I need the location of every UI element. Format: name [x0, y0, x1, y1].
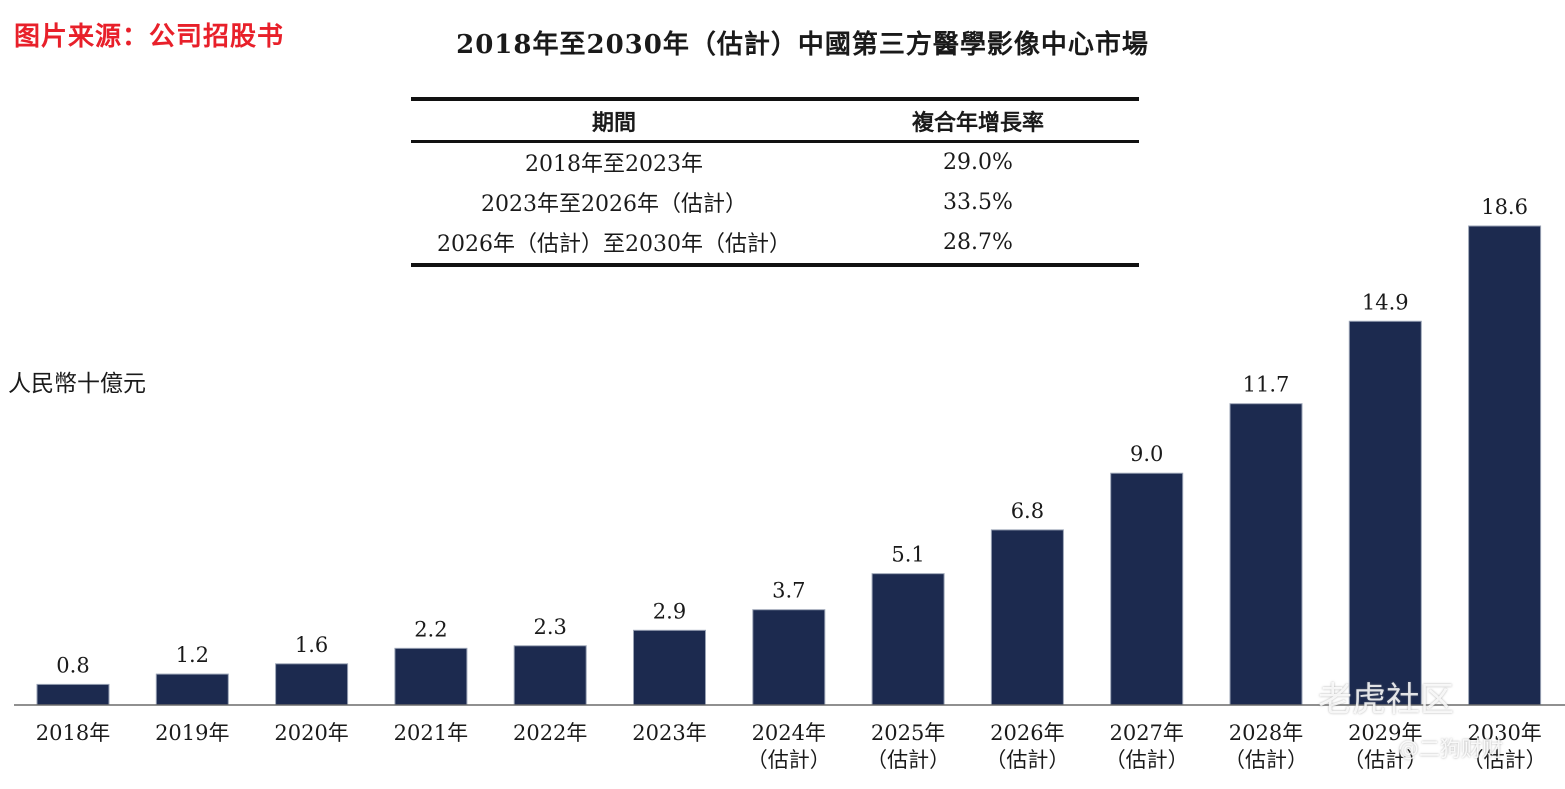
- bar: [275, 663, 349, 706]
- cagr-period: 2026年（估計）至2030年（估計）: [411, 223, 817, 267]
- x-tick-label: 2023年: [632, 721, 706, 745]
- x-tick-label: 2019年: [155, 721, 229, 745]
- bar: [1468, 225, 1542, 706]
- cagr-row: 2023年至2026年（估計） 33.5%: [411, 183, 1139, 223]
- watermark-user: @二狗财财: [1398, 737, 1503, 761]
- x-tick-label: （估計）: [1343, 748, 1427, 772]
- bar: [633, 629, 706, 706]
- x-tick-label: （估計）: [985, 748, 1069, 772]
- cagr-row: 2026年（估計）至2030年（估計） 28.7%: [411, 223, 1139, 267]
- bar: [155, 673, 229, 706]
- chart-title: 2018年至2030年（估計）中國第三方醫學影像中心市場: [456, 30, 1149, 60]
- bar-value-label: 11.7: [1243, 373, 1290, 397]
- x-tick-label: 2024年: [752, 721, 826, 745]
- bar-value-label: 6.8: [1011, 499, 1044, 523]
- bar: [1229, 403, 1303, 706]
- bar-value-label: 0.8: [56, 653, 89, 677]
- x-tick-label: 2025年: [871, 721, 945, 745]
- x-tick-label: （估計）: [1463, 748, 1547, 772]
- x-tick-label: 2029年: [1348, 721, 1422, 745]
- bar-value-label: 1.6: [295, 633, 328, 657]
- bar-value-label: 2.2: [414, 617, 447, 641]
- bar-value-label: 2.3: [533, 615, 566, 639]
- x-tick-label: 2018年: [36, 721, 110, 745]
- x-tick-label: 2020年: [274, 721, 348, 745]
- bar: [513, 645, 587, 706]
- x-tick-label: （估計）: [866, 748, 950, 772]
- cagr-header-rate: 複合年增長率: [817, 97, 1139, 143]
- bar-value-label: 18.6: [1481, 195, 1528, 219]
- bar-value-label: 2.9: [653, 599, 686, 623]
- bar: [36, 683, 110, 706]
- cagr-row: 2018年至2023年 29.0%: [411, 142, 1139, 184]
- x-tick-label: （估計）: [1224, 748, 1308, 772]
- source-label: 图片来源：公司招股书: [14, 22, 285, 52]
- cagr-rate: 28.7%: [817, 223, 1139, 267]
- bar-value-label: 14.9: [1362, 290, 1409, 314]
- bar: [871, 573, 945, 706]
- x-tick-label: 2027年: [1109, 721, 1183, 745]
- cagr-header-period: 期間: [411, 97, 817, 143]
- x-tick-label: 2030年: [1467, 721, 1541, 745]
- cagr-rate: 29.0%: [943, 149, 1013, 175]
- y-axis-unit-label: 人民幣十億元: [8, 371, 146, 397]
- x-tick-label: 2022年: [513, 721, 587, 745]
- bar: [752, 609, 826, 706]
- bar: [990, 529, 1064, 706]
- bar: [394, 647, 468, 706]
- watermark-brand: 老虎社区: [1318, 680, 1454, 720]
- cagr-period: 2018年至2023年: [525, 152, 703, 177]
- bar: [1348, 320, 1422, 706]
- x-tick-label: 2028年: [1229, 721, 1303, 745]
- cagr-period: 2023年至2026年（估計）: [481, 192, 747, 217]
- cagr-rate: 33.5%: [943, 189, 1013, 215]
- bar-value-label: 1.2: [176, 643, 209, 667]
- bar-value-label: 3.7: [772, 579, 805, 603]
- x-tick-label: （估計）: [1105, 748, 1189, 772]
- bar: [1110, 472, 1184, 706]
- x-tick-label: 2021年: [394, 721, 468, 745]
- bar-value-label: 5.1: [891, 543, 924, 567]
- x-tick-label: 2026年: [990, 721, 1064, 745]
- cagr-table: 期間 複合年增長率 2018年至2023年 29.0% 2023年至2026年（…: [411, 97, 1139, 267]
- x-tick-label: （估計）: [747, 748, 831, 772]
- bar-value-label: 9.0: [1130, 442, 1163, 466]
- cagr-table-header: 期間 複合年增長率: [411, 97, 1139, 143]
